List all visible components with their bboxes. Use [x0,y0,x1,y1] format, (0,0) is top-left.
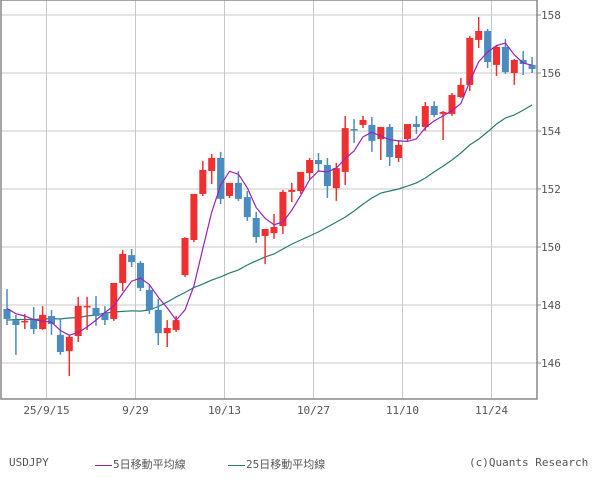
candle-down [430,106,438,116]
candle-down [101,313,109,321]
y-tick-label: 148 [541,299,561,312]
x-tick-label: 25/9/15 [23,404,69,417]
candle-up [74,305,82,337]
x-tick-label: 10/13 [208,404,241,417]
candle-up [475,30,483,40]
candle-up [21,320,29,323]
y-tick-label: 146 [541,357,561,370]
legend-ma5-label: 5日移動平均線 [113,458,186,471]
x-tick-label: 10/27 [297,404,330,417]
candle-up [448,95,456,114]
candle-up [332,168,340,189]
ma5-line [6,42,533,336]
ma5-swatch-icon [95,464,112,466]
candle-up [65,336,73,352]
y-tick-label: 152 [541,183,561,196]
candle-down [368,124,376,141]
plot-frame [0,0,538,400]
candle-down [12,320,20,326]
grid-lines [1,0,537,399]
candle-down [243,197,251,218]
candle-up [359,119,367,125]
candle-up [208,157,216,172]
candle-down [3,309,11,319]
y-tick-label: 150 [541,241,561,254]
candle-up [288,189,296,192]
candle-down [128,255,136,263]
candle-up [181,238,189,276]
candle-up [297,171,305,192]
candle-down [412,124,420,127]
candle-down [56,334,64,352]
x-tick-label: 11/10 [386,404,419,417]
x-axis-labels: 25/9/15 9/29 10/13 10/27 11/10 11/24 [23,404,508,417]
legend-ma25: 25日移動平均線 [228,456,325,472]
candle-up [199,169,207,194]
ma25-swatch-icon [228,464,245,466]
candle-down [234,182,242,199]
candle-up [110,282,118,319]
candle-up [421,106,429,127]
candle-up [404,124,411,140]
candle-down [484,30,492,62]
candle-down [48,316,55,325]
candle-up [83,305,91,308]
candle-down [386,126,394,158]
y-tick-label: 158 [541,9,561,22]
symbol-label: USDJPY [9,456,49,469]
candle-up [493,46,500,65]
candle-up [466,37,474,85]
candle-down [501,46,509,73]
candle-up [119,253,127,283]
candle-down [217,157,225,199]
candle-up [457,84,465,98]
candle-down [323,164,331,187]
x-tick-label: 9/29 [122,404,149,417]
candle-up [306,160,314,174]
candle-up [172,320,180,330]
candle-down [519,59,527,65]
candle-down [350,128,358,131]
candle-down [145,289,153,310]
candle-up [341,128,349,172]
y-tick-label: 154 [541,125,561,138]
candle-up [395,144,403,158]
copyright-credit: (c)Quants Research [469,456,589,469]
ma25-line [6,104,533,321]
candles [3,17,536,377]
candle-down [30,320,38,330]
candle-down [315,160,322,165]
candle-up [279,191,287,227]
candle-down [92,307,100,317]
candle-down [528,64,536,69]
candle-down [154,309,162,334]
candle-up [270,226,278,234]
candle-up [190,193,198,241]
candle-down [137,262,144,288]
candle-down [252,218,260,238]
legend-ma25-label: 25日移動平均線 [246,458,326,471]
candle-up [510,59,518,73]
candle-up [163,327,171,334]
candle-up [261,229,269,236]
candle-up [439,111,447,114]
candle-up [39,314,47,330]
y-axis-labels: 146 148 150 152 154 156 158 [537,9,561,370]
x-tick-label: 11/24 [475,404,508,417]
legend-ma5: 5日移動平均線 [95,456,186,472]
candle-up [377,126,385,140]
y-tick-label: 156 [541,67,561,80]
candle-up [226,182,233,196]
